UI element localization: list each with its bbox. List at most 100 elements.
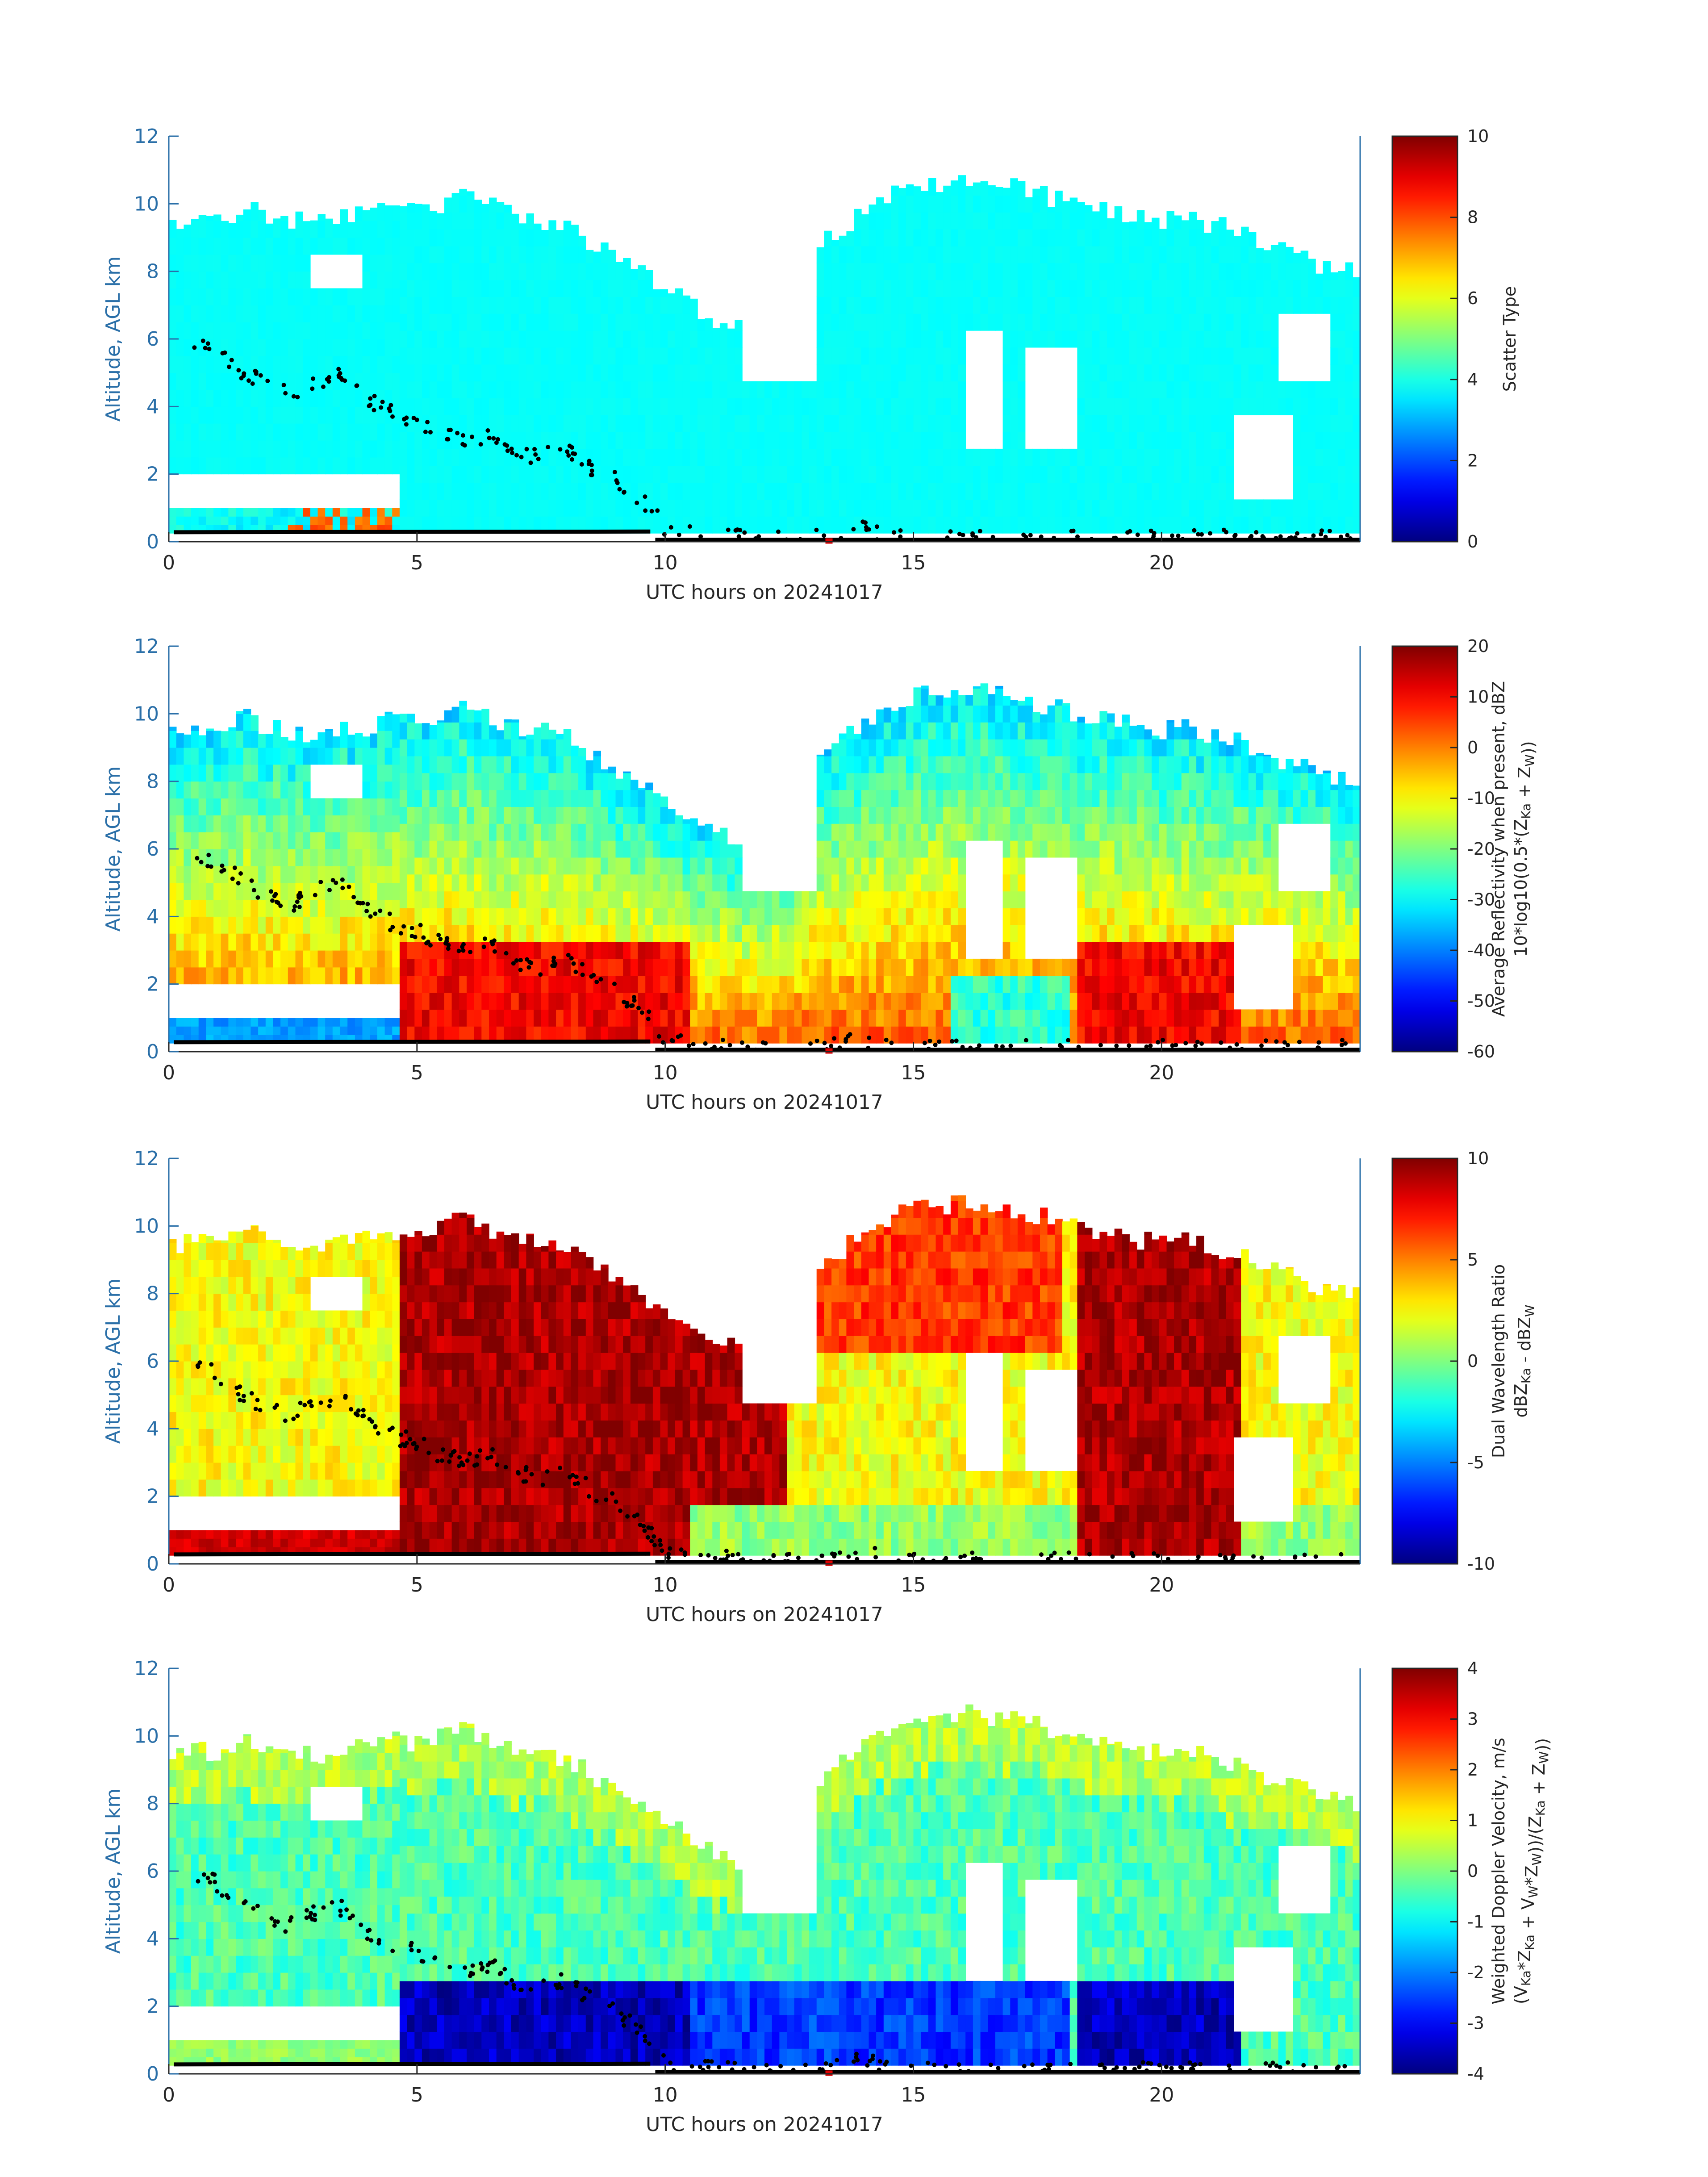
heatmap-cell <box>340 1026 348 1035</box>
heatmap-cell <box>1099 499 1107 517</box>
heatmap-cell <box>787 908 795 925</box>
heatmap-cell <box>1144 330 1152 348</box>
heatmap-cell <box>1010 465 1018 483</box>
marker-dot <box>404 415 409 420</box>
heatmap-cell <box>198 271 207 289</box>
marker-dot <box>509 447 514 451</box>
heatmap-cell <box>481 756 489 773</box>
heatmap-cell <box>876 823 884 841</box>
heatmap-cell <box>534 499 542 517</box>
heatmap-cell <box>556 398 564 415</box>
heatmap-cell <box>504 516 512 534</box>
heatmap-cell <box>206 815 214 832</box>
heatmap-cell <box>221 798 229 815</box>
heatmap-cell <box>623 908 631 925</box>
heatmap-cell <box>1032 482 1040 500</box>
heatmap-cell <box>228 899 236 917</box>
heatmap-cell <box>489 773 497 790</box>
heatmap-cell <box>571 432 579 449</box>
heatmap-cell <box>221 781 229 799</box>
heatmap-cell <box>668 975 676 993</box>
heatmap-cell <box>608 263 616 280</box>
heatmap-cell <box>809 891 817 908</box>
heatmap-cell <box>928 415 936 432</box>
heatmap-cell <box>534 773 542 790</box>
heatmap-cell <box>548 347 556 365</box>
heatmap-cell <box>370 271 378 289</box>
heatmap-cell <box>1136 263 1145 280</box>
marker-dot <box>519 455 524 460</box>
heatmap-cell <box>489 908 497 925</box>
heatmap-cell <box>1152 482 1160 500</box>
heatmap-cell <box>236 916 244 934</box>
heatmap-cell <box>295 322 303 339</box>
heatmap-cell <box>735 330 743 348</box>
heatmap-cell <box>221 731 229 748</box>
heatmap-cell <box>534 313 542 331</box>
heatmap-cell <box>198 423 207 441</box>
heatmap-cell <box>1002 696 1011 706</box>
heatmap-cell <box>682 313 691 331</box>
heatmap-cell <box>258 734 266 748</box>
marker-dot <box>822 533 827 538</box>
heatmap-cell <box>504 857 512 875</box>
heatmap-cell <box>422 448 430 466</box>
heatmap-cell <box>831 398 839 415</box>
heatmap-cell <box>697 908 706 925</box>
heatmap-cell <box>1166 398 1174 415</box>
heatmap-cell <box>1144 482 1152 500</box>
heatmap-cell <box>1129 313 1137 331</box>
heatmap-cell <box>332 339 341 356</box>
heatmap-cell <box>839 958 847 976</box>
heatmap-cell <box>861 214 869 230</box>
heatmap-cell <box>198 339 207 356</box>
heatmap-cell <box>437 330 445 348</box>
marker-dot <box>643 494 647 499</box>
heatmap-cell <box>288 882 296 900</box>
heatmap-cell <box>184 1026 192 1035</box>
heatmap-cell <box>898 992 906 1010</box>
heatmap-cell <box>1293 381 1301 398</box>
heatmap-cell <box>288 832 296 849</box>
heatmap-cell <box>1196 246 1204 263</box>
heatmap-cell <box>876 739 884 756</box>
heatmap-cell <box>481 204 489 213</box>
heatmap-cell <box>407 448 415 466</box>
heatmap-cell <box>407 722 415 740</box>
heatmap-cell <box>742 381 750 398</box>
heatmap-cell <box>1345 398 1353 415</box>
heatmap-cell <box>467 229 475 247</box>
heatmap-cell <box>906 958 914 976</box>
heatmap-cell <box>459 958 467 976</box>
heatmap-cell <box>690 432 698 449</box>
heatmap-cell <box>496 398 505 415</box>
heatmap-cell <box>518 806 527 824</box>
heatmap-cell <box>563 280 572 297</box>
heatmap-cell <box>958 415 966 432</box>
heatmap-cell <box>883 330 892 348</box>
heatmap-cell <box>1315 381 1324 398</box>
heatmap-cell <box>496 465 505 483</box>
heatmap-cell <box>295 440 303 458</box>
heatmap-cell <box>928 465 936 483</box>
heatmap-cell <box>355 865 363 883</box>
heatmap-cell <box>973 975 981 993</box>
heatmap-cell <box>191 748 199 765</box>
heatmap-cell <box>585 347 594 365</box>
heatmap-cell <box>176 933 184 951</box>
heatmap-cell <box>444 499 452 517</box>
heatmap-cell <box>236 798 244 815</box>
heatmap-cell <box>831 891 839 908</box>
heatmap-cell <box>1129 482 1137 500</box>
heatmap-cell <box>846 739 854 756</box>
heatmap-cell <box>824 958 832 976</box>
heatmap-cell <box>184 406 192 424</box>
heatmap-cell <box>370 798 378 815</box>
heatmap-cell <box>630 823 639 841</box>
marker-dot <box>372 408 376 413</box>
heatmap-cell <box>399 992 408 1010</box>
heatmap-cell <box>1300 280 1309 297</box>
heatmap-cell <box>861 381 869 398</box>
heatmap-cell <box>1300 297 1309 314</box>
heatmap-cell <box>638 330 646 348</box>
